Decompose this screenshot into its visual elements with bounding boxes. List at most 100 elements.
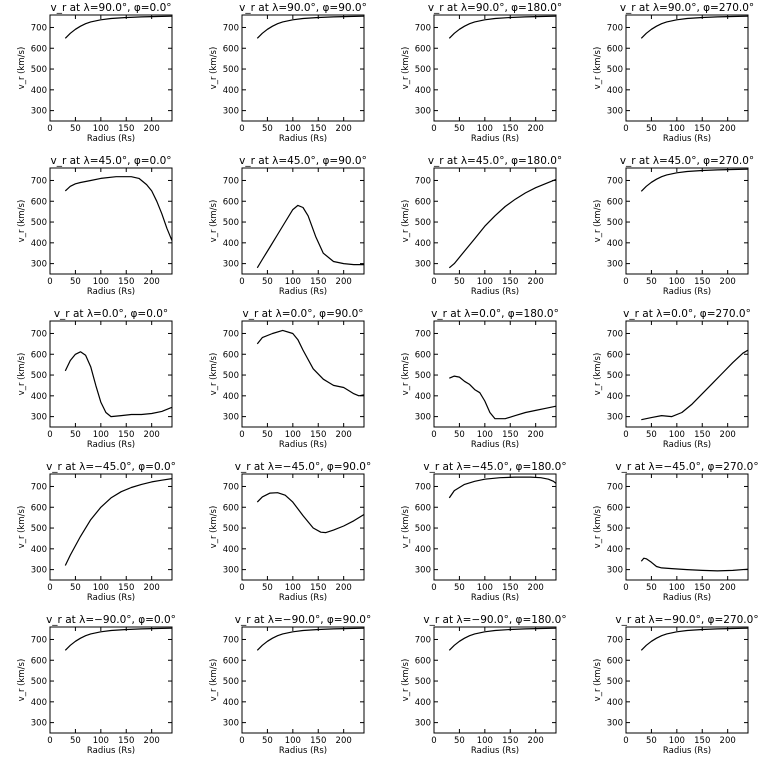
y-tick-label: 400	[223, 239, 239, 249]
x-tick-label: 200	[720, 124, 736, 134]
plot-frame	[625, 14, 749, 122]
y-tick-label: 600	[31, 503, 47, 513]
panel-5-2: v_r at λ=−90.0°, φ=90.0° 0 50 100 150 200 300 4…	[209, 614, 371, 756]
x-tick-label: 150	[118, 583, 134, 593]
x-tick-label: 200	[528, 430, 544, 440]
x-tick-label: 150	[310, 124, 326, 134]
x-tick-label: 0	[623, 736, 628, 746]
y-axis-label: v_r (km/s)	[593, 353, 603, 396]
x-tick-label: 200	[528, 583, 544, 593]
x-tick-label: 200	[144, 736, 160, 746]
x-tick-label: 200	[336, 430, 352, 440]
y-tick-label: 600	[223, 656, 239, 666]
x-tick-label: 50	[70, 583, 81, 593]
x-tick-label: 100	[669, 430, 685, 440]
series-line	[256, 329, 365, 397]
x-tick-label: 200	[528, 124, 544, 134]
y-axis-label: v_r (km/s)	[209, 47, 219, 90]
x-tick-label: 200	[720, 583, 736, 593]
x-tick-label: 50	[262, 124, 273, 134]
series-line	[64, 176, 173, 241]
panel-3-3: v_r at λ=0.0°, φ=180.0° 0 50 100 150 200 300 40…	[401, 308, 559, 450]
y-tick-label: 600	[31, 350, 47, 360]
y-tick-label: 300	[607, 260, 623, 270]
x-tick-label: 50	[262, 583, 273, 593]
x-tick-label: 150	[118, 736, 134, 746]
panel-title: v_r at λ=−45.0°, φ=0.0°	[46, 461, 176, 473]
series-line	[64, 351, 173, 418]
panel-4-4: v_r at λ=−45.0°, φ=270.0° 0 50 100 150 200 300…	[593, 461, 759, 603]
x-tick-label: 100	[93, 583, 109, 593]
y-axis-label: v_r (km/s)	[17, 353, 27, 396]
y-tick-label: 600	[607, 656, 623, 666]
x-tick-label: 200	[336, 583, 352, 593]
y-tick-label: 700	[223, 482, 239, 492]
panel-2-4: v_r at λ=45.0°, φ=270.0° 0 50 100 150 200 300 4…	[593, 155, 754, 297]
y-tick-label: 400	[31, 239, 47, 249]
y-tick-label: 400	[223, 698, 239, 708]
panel-title: v_r at λ=45.0°, φ=270.0°	[620, 155, 754, 167]
y-tick-label: 700	[607, 329, 623, 339]
series-line	[256, 492, 365, 534]
x-tick-label: 150	[310, 430, 326, 440]
y-tick-label: 400	[607, 86, 623, 96]
x-tick-label: 0	[239, 430, 244, 440]
x-tick-label: 100	[477, 277, 493, 287]
panel-1-2: v_r at λ=90.0°, φ=90.0° 0 50 100 150 200 300 40…	[209, 2, 367, 144]
plot-frame	[625, 167, 749, 275]
x-tick-label: 50	[262, 277, 273, 287]
x-axis-label: Radius (Rs)	[279, 440, 327, 450]
y-tick-label: 500	[31, 524, 47, 534]
y-tick-label: 500	[223, 677, 239, 687]
plot-frame	[49, 626, 173, 734]
y-tick-label: 500	[415, 218, 431, 228]
y-tick-label: 700	[607, 635, 623, 645]
y-tick-label: 600	[223, 44, 239, 54]
plot-frame	[241, 14, 365, 122]
y-tick-label: 700	[223, 176, 239, 186]
y-tick-label: 500	[607, 524, 623, 534]
x-axis-label: Radius (Rs)	[279, 746, 327, 756]
series-line	[256, 15, 365, 39]
y-tick-label: 400	[607, 239, 623, 249]
y-tick-label: 700	[31, 482, 47, 492]
y-tick-label: 300	[223, 719, 239, 729]
y-tick-label: 500	[31, 371, 47, 381]
x-axis-label: Radius (Rs)	[87, 440, 135, 450]
series-line	[256, 204, 364, 269]
y-axis-label: v_r (km/s)	[17, 659, 27, 702]
x-tick-label: 100	[93, 430, 109, 440]
series-line	[641, 349, 749, 421]
x-tick-label: 50	[70, 124, 81, 134]
y-tick-label: 600	[223, 197, 239, 207]
y-tick-label: 400	[415, 239, 431, 249]
x-tick-label: 50	[646, 583, 657, 593]
y-axis-label: v_r (km/s)	[401, 353, 411, 396]
y-tick-label: 600	[223, 350, 239, 360]
y-tick-label: 300	[31, 260, 47, 270]
y-tick-label: 500	[415, 65, 431, 75]
y-tick-label: 700	[607, 482, 623, 492]
panel-4-3: v_r at λ=−45.0°, φ=180.0° 0 50 100 150 200 300…	[401, 461, 567, 603]
panel-4-2: v_r at λ=−45.0°, φ=90.0° 0 50 100 150 200 300 4…	[209, 461, 371, 603]
panel-title: v_r at λ=45.0°, φ=0.0°	[51, 155, 172, 167]
x-tick-label: 200	[720, 736, 736, 746]
x-tick-label: 100	[477, 736, 493, 746]
x-tick-label: 100	[285, 583, 301, 593]
y-axis-label: v_r (km/s)	[401, 47, 411, 90]
x-tick-label: 200	[144, 430, 160, 440]
x-tick-label: 0	[239, 124, 244, 134]
y-tick-label: 300	[415, 719, 431, 729]
y-tick-label: 400	[415, 698, 431, 708]
panel-title: v_r at λ=−90.0°, φ=90.0°	[235, 614, 371, 626]
y-tick-label: 500	[607, 218, 623, 228]
y-tick-label: 400	[31, 86, 47, 96]
x-axis-label: Radius (Rs)	[663, 593, 711, 603]
y-axis-label: v_r (km/s)	[593, 659, 603, 702]
x-tick-label: 50	[646, 277, 657, 287]
x-tick-label: 200	[720, 430, 736, 440]
plot-frame	[241, 320, 365, 428]
y-tick-label: 400	[415, 86, 431, 96]
series-line	[256, 627, 365, 651]
y-tick-label: 300	[415, 566, 431, 576]
